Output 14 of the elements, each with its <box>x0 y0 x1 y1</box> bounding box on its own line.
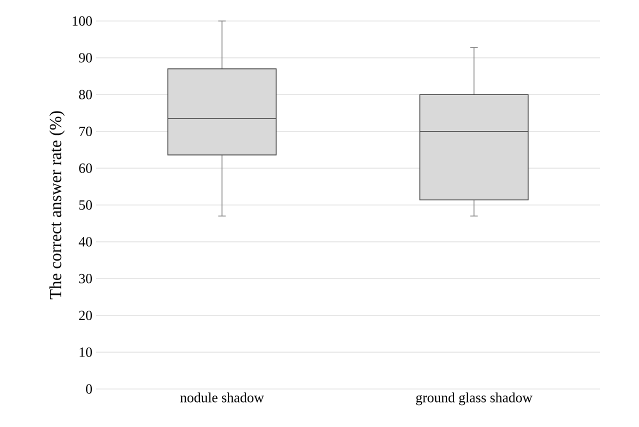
y-tick-label: 40 <box>78 237 92 247</box>
y-tick-label: 90 <box>78 53 92 63</box>
y-tick-label: 50 <box>79 200 92 210</box>
y-tick-label: 60 <box>79 163 92 173</box>
x-tick-label: nodule shadow <box>180 392 264 402</box>
y-tick-label: 10 <box>80 347 92 357</box>
y-tick-label: 100 <box>72 16 92 26</box>
y-tick-label: 70 <box>79 126 92 136</box>
y-tick-label: 30 <box>79 274 92 284</box>
y-tick-label: 0 <box>86 384 92 394</box>
y-axis-title: The correct answer rate (%) <box>49 111 65 300</box>
x-tick-label: ground glass shadow <box>416 392 532 406</box>
y-tick-label: 20 <box>79 310 92 320</box>
y-tick-label: 80 <box>79 90 92 100</box>
